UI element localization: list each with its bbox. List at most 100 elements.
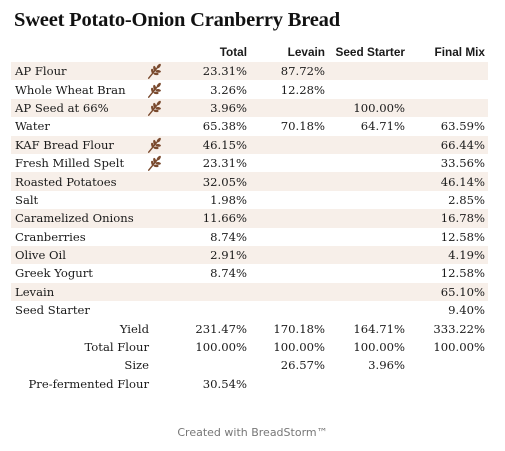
header-row: Total Levain Seed Starter Final Mix [11, 42, 488, 62]
ingredient-name: Whole Wheat Bran [15, 82, 126, 97]
ingredient-icon-cell [135, 209, 175, 228]
total-final-mix [408, 356, 488, 374]
value-seed-starter [328, 172, 408, 191]
value-final-mix: 63.59% [440, 119, 485, 134]
ingredient-row-olive-oil: Olive Oil 2.91% 4.19% [11, 245, 488, 265]
ingredient-icon-cell [135, 98, 175, 118]
ingredient-icon-cell [135, 282, 175, 302]
value-final-mix: 12.58% [440, 266, 485, 281]
value-final-mix: 46.14% [408, 172, 488, 191]
totals-row-pre-fermented-flour: Pre-fermented Flour 30.54% [11, 375, 488, 393]
value-total: 23.31% [175, 62, 250, 81]
value-seed-starter [328, 62, 408, 81]
value-final-mix: 9.40% [448, 303, 485, 318]
ingredient-row-fresh-milled-spelt: Fresh Milled Spelt 23.31% 33.56% [11, 154, 488, 172]
value-final-mix: 65.10% [408, 282, 488, 302]
value-seed-starter: 100.00% [328, 98, 408, 118]
ingredient-icon-cell [135, 301, 175, 319]
value-total [175, 282, 250, 302]
ingredient-row-kaf-bread-flour: KAF Bread Flour 46.15% 66.44% [11, 135, 488, 154]
column-header-seed-starter: Seed Starter [335, 45, 405, 59]
value-total: 32.05% [175, 172, 250, 191]
value-seed-starter [328, 80, 408, 98]
ingredient-row-seed-starter: Seed Starter 9.40% [11, 301, 488, 319]
ingredient-icon-cell [135, 154, 175, 172]
value-final-mix [408, 98, 488, 118]
value-total: 3.26% [210, 82, 247, 97]
ingredient-icon-cell [135, 245, 175, 265]
ingredient-icon-cell [135, 117, 175, 135]
value-total: 11.66% [175, 209, 250, 228]
value-levain [250, 282, 328, 302]
value-levain [250, 98, 328, 118]
column-header-final-mix: Final Mix [434, 45, 485, 59]
ingredient-name: Water [15, 119, 50, 134]
totals-label: Total Flour [84, 340, 149, 355]
ingredient-icon-cell [135, 62, 175, 81]
value-levain: 70.18% [280, 119, 325, 134]
ingredient-icon-cell [135, 135, 175, 154]
total-total: 30.54% [202, 376, 247, 391]
ingredient-name: Seed Starter [15, 303, 90, 318]
value-final-mix: 4.19% [408, 245, 488, 265]
footer-credit: Created with BreadStorm™ [177, 426, 328, 439]
value-total: 8.74% [210, 266, 247, 281]
ingredient-row-levain: Levain 65.10% [11, 282, 488, 302]
recipe-table: Total Levain Seed Starter Final Mix AP F… [11, 42, 488, 393]
value-levain [250, 228, 328, 246]
ingredient-row-roasted-potatoes: Roasted Potatoes 32.05% 46.14% [11, 172, 488, 191]
ingredient-name: Levain [11, 282, 135, 302]
value-total: 3.96% [175, 98, 250, 118]
total-seed-starter [328, 375, 408, 393]
value-seed-starter [328, 264, 408, 282]
total-total [175, 356, 250, 374]
wheat-icon [146, 99, 164, 117]
ingredient-row-whole-wheat-bran: Whole Wheat Bran 3.26% 12.28% [11, 80, 488, 98]
ingredient-name: Fresh Milled Spelt [15, 156, 125, 171]
value-levain [250, 154, 328, 172]
ingredient-row-ap-flour: AP Flour 23.31% 87.72% [11, 62, 488, 81]
recipe-title: Sweet Potato-Onion Cranberry Bread [14, 9, 340, 31]
ingredient-name: AP Seed at 66% [11, 98, 135, 118]
value-final-mix: 16.78% [408, 209, 488, 228]
value-levain: 87.72% [250, 62, 328, 81]
value-levain [250, 172, 328, 191]
ingredient-name: Cranberries [15, 229, 86, 244]
value-seed-starter: 64.71% [360, 119, 405, 134]
value-levain [250, 264, 328, 282]
column-header-total: Total [219, 45, 247, 59]
value-levain [250, 135, 328, 154]
wheat-icon [146, 154, 164, 172]
ingredient-icon-cell [135, 228, 175, 246]
totals-label: Size [124, 358, 149, 373]
value-seed-starter [328, 228, 408, 246]
value-seed-starter [328, 154, 408, 172]
value-levain [250, 301, 328, 319]
ingredient-name: KAF Bread Flour [11, 135, 135, 154]
total-seed-starter: 164.71% [353, 321, 405, 336]
ingredient-row-salt: Salt 1.98% 2.85% [11, 191, 488, 209]
ingredient-row-greek-yogurt: Greek Yogurt 8.74% 12.58% [11, 264, 488, 282]
value-levain: 12.28% [280, 82, 325, 97]
total-seed-starter: 3.96% [368, 358, 405, 373]
value-seed-starter [328, 135, 408, 154]
value-seed-starter [328, 301, 408, 319]
total-levain: 100.00% [273, 340, 325, 355]
value-seed-starter [328, 209, 408, 228]
ingredient-row-water: Water 65.38% 70.18% 64.71% 63.59% [11, 117, 488, 135]
ingredient-icon-cell [135, 264, 175, 282]
total-final-mix [408, 375, 488, 393]
wheat-icon [146, 136, 164, 154]
wheat-icon [146, 62, 164, 80]
value-total: 46.15% [175, 135, 250, 154]
value-final-mix: 2.85% [448, 192, 485, 207]
totals-label: Pre-fermented Flour [28, 376, 149, 391]
total-seed-starter: 100.00% [353, 340, 405, 355]
total-final-mix: 100.00% [433, 340, 485, 355]
value-total: 8.74% [210, 229, 247, 244]
column-header-levain: Levain [287, 45, 325, 59]
total-levain: 170.18% [273, 321, 325, 336]
ingredient-name: Greek Yogurt [15, 266, 93, 281]
value-total: 65.38% [202, 119, 247, 134]
value-final-mix: 12.58% [440, 229, 485, 244]
